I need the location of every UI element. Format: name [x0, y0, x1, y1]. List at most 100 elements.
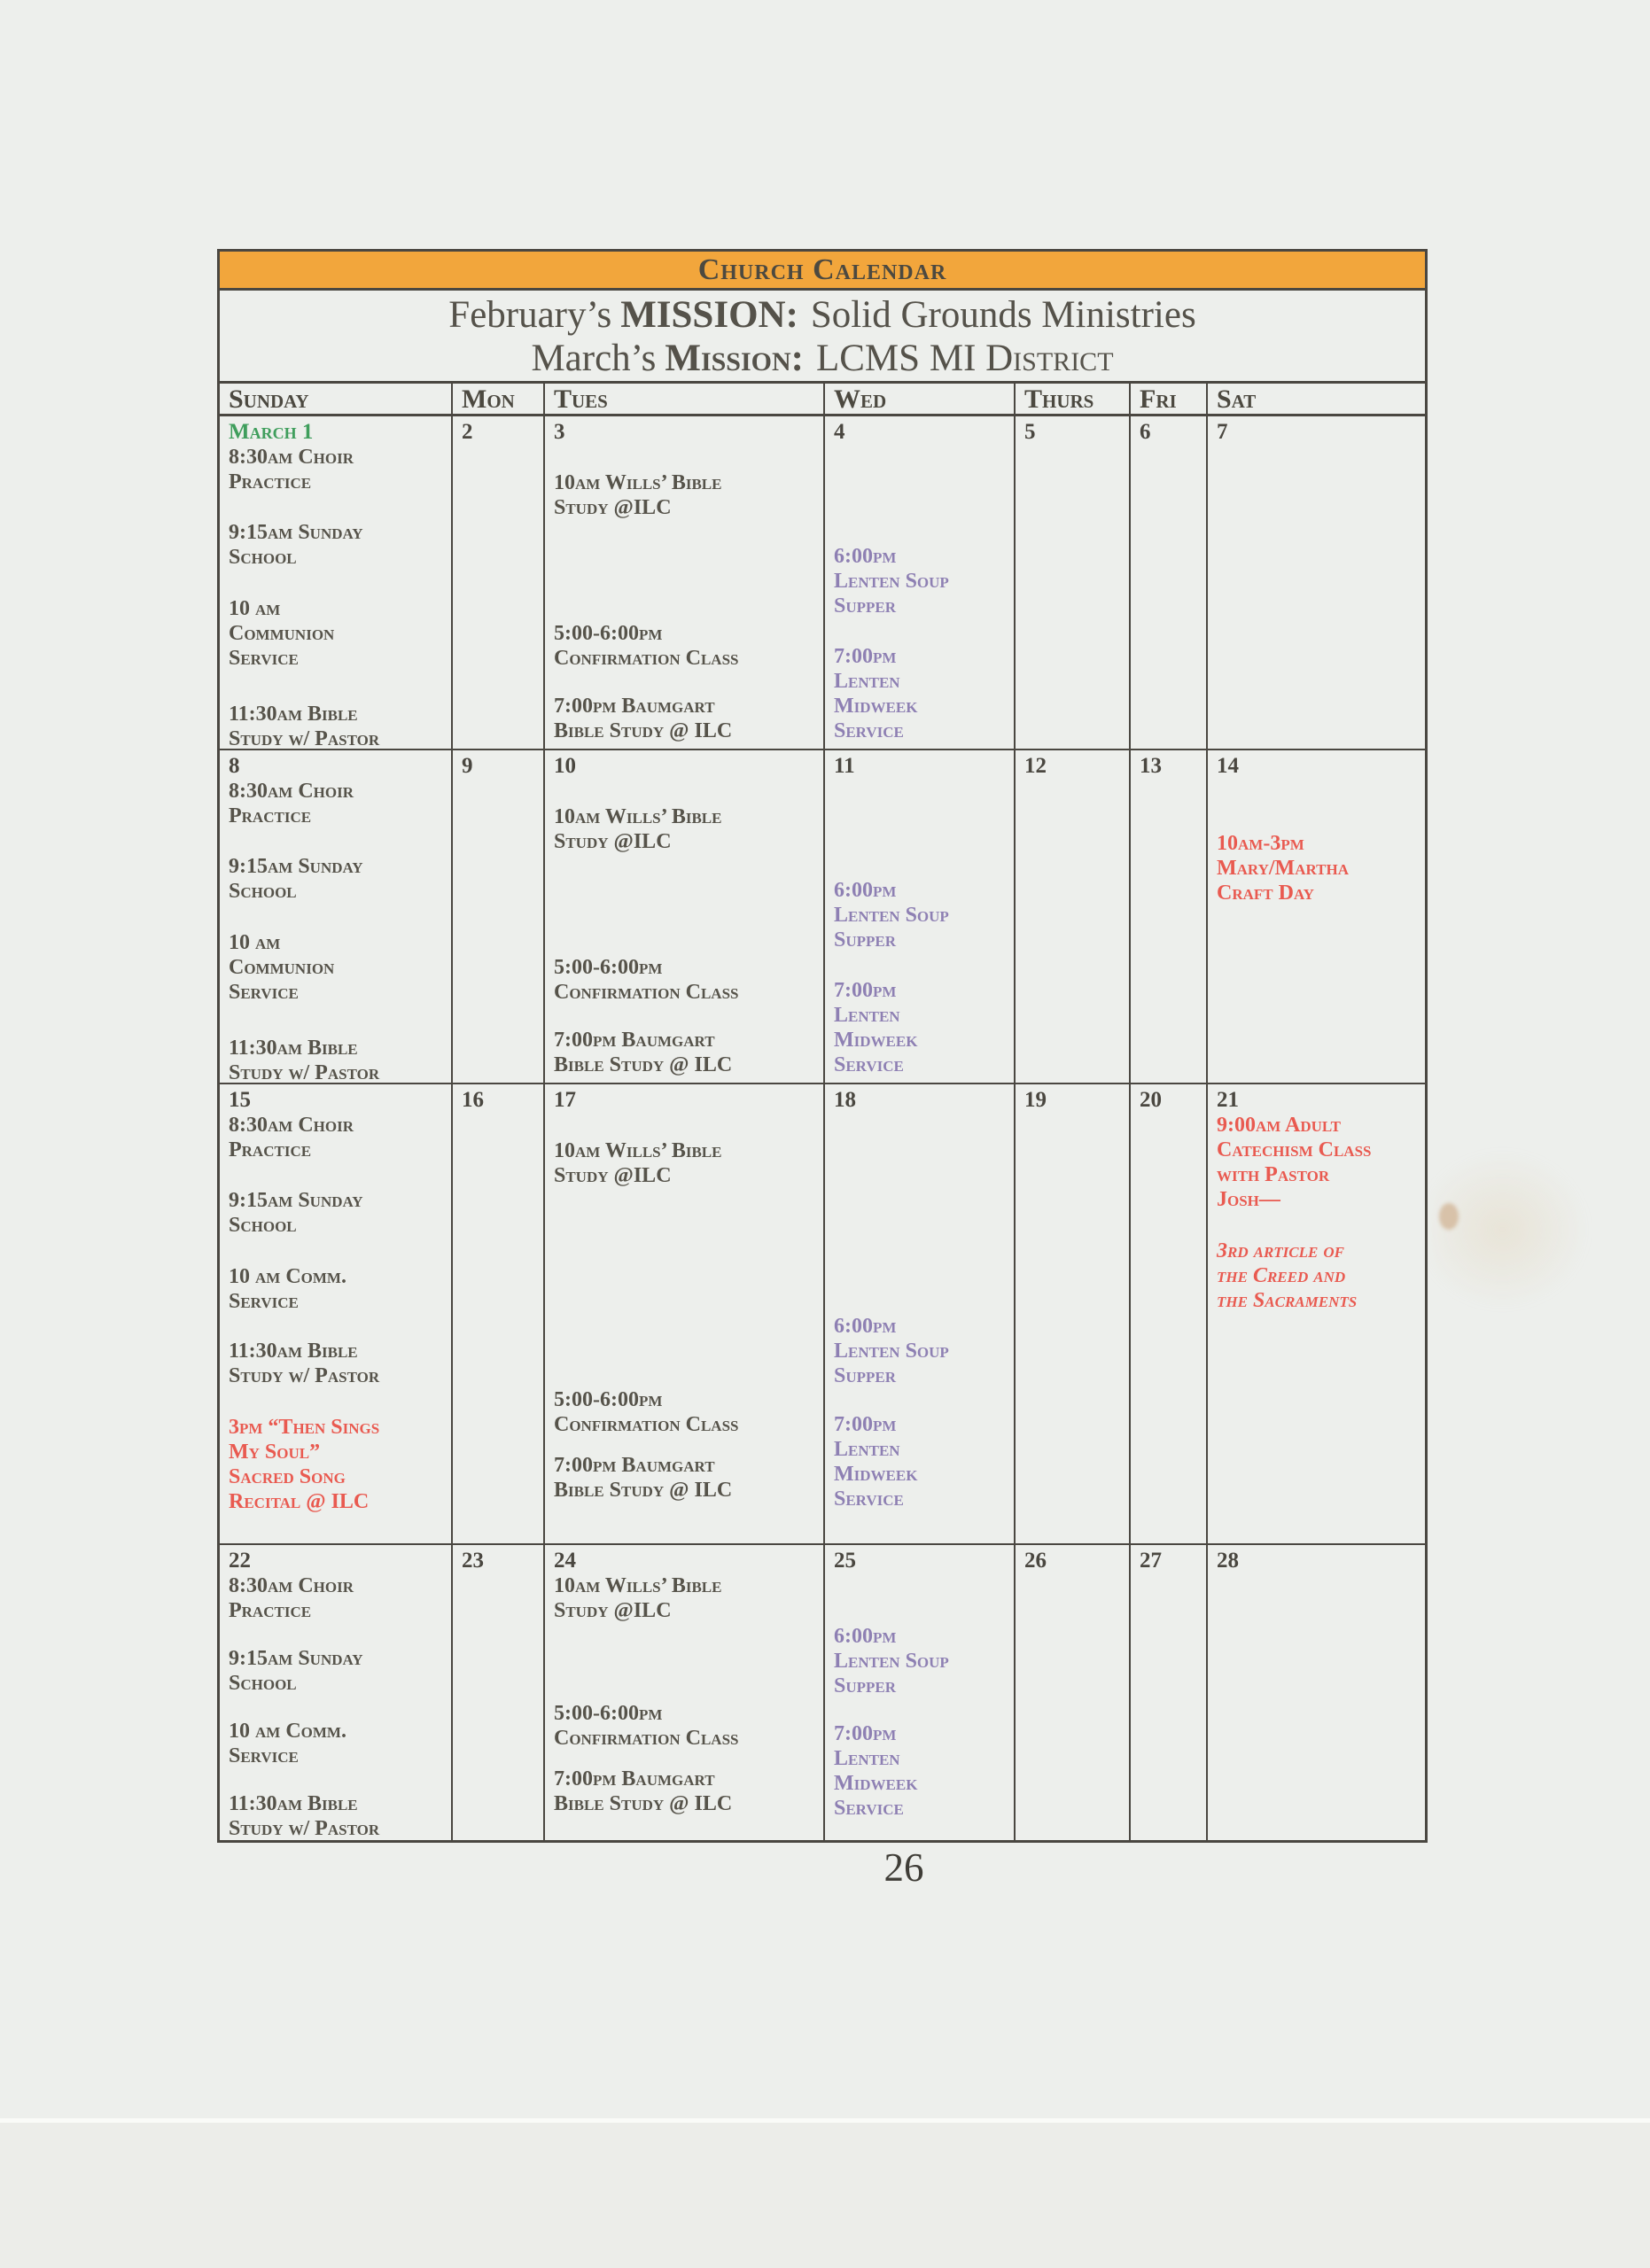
day-number: 25: [834, 1549, 856, 1573]
day-cell: 9: [451, 749, 543, 1083]
day-cell: 14 10am-3pm Mary/Martha Craft Day: [1206, 749, 1425, 1083]
day-number: 9: [462, 754, 473, 778]
day-cell: 8 8:30am Choir Practice 9:15am Sunday Scho…: [220, 749, 451, 1083]
day-number: 6: [1140, 420, 1151, 444]
church-calendar: Church Calendar February’s MISSION: Solid …: [217, 249, 1428, 1843]
day-number: 15: [229, 1088, 251, 1112]
day-number: 13: [1140, 754, 1162, 778]
day-cell: 10 10am Wills’ Bible Study @ILC 5:00-6:00p…: [543, 749, 823, 1083]
paper-bottom-edge: [0, 2118, 1650, 2123]
day-cell: 20: [1129, 1083, 1206, 1543]
calendar-event: 7:00pm Baumgart Bible Study @ ILC: [554, 1767, 733, 1815]
day-number: 19: [1024, 1088, 1047, 1112]
calendar-event: 11:30am Bible Study w/ Pastor: [229, 1037, 380, 1083]
day-number: 2: [462, 420, 473, 444]
day-number: 20: [1140, 1088, 1162, 1112]
day-cell: 3 10am Wills’ Bible Study @ILC 5:00-6:00pm…: [543, 416, 823, 749]
calendar-event: 9:00am Adult Catechism Class with Pastor…: [1217, 1114, 1372, 1211]
day-cell: 15 8:30am Choir Practice 9:15am Sunday Sch…: [220, 1083, 451, 1543]
day-header-cell: Sunday: [220, 384, 451, 416]
day-number: 8: [229, 754, 240, 778]
calendar-event: 10 am Communion Service: [229, 597, 335, 670]
calendar-title: Church Calendar: [697, 252, 947, 286]
mission-label: Mission:: [665, 338, 804, 379]
day-number: March 1: [229, 420, 314, 444]
calendar-event: 10am Wills’ Bible Study @ILC: [554, 1139, 722, 1187]
calendar-event: 10 am Comm. Service: [229, 1265, 346, 1313]
day-cell: 19: [1014, 1083, 1129, 1543]
day-number: 17: [554, 1088, 576, 1112]
calendar-event: 9:15am Sunday School: [229, 521, 363, 569]
mission-line-march: March’s Mission: LCMS MI District: [220, 337, 1425, 380]
calendar-event: 7:00pm Lenten Midweek Service: [834, 979, 918, 1076]
day-number: 16: [462, 1088, 484, 1112]
day-cell: 13: [1129, 749, 1206, 1083]
calendar-event: 6:00pm Lenten Soup Supper: [834, 545, 949, 617]
day-number: 24: [554, 1549, 576, 1573]
calendar-event: 10am-3pm Mary/Martha Craft Day: [1217, 832, 1350, 905]
page-number: 26: [883, 1845, 924, 1890]
mission-month: February’s: [448, 294, 612, 336]
day-number: 12: [1024, 754, 1047, 778]
day-cell: 23: [451, 1543, 543, 1840]
scan-spot: [1439, 1203, 1459, 1230]
calendar-event: 11:30am Bible Study w/ Pastor: [229, 703, 380, 749]
calendar-event: 8:30am Choir Practice: [229, 1114, 354, 1161]
mission-value: Solid Grounds Ministries: [810, 294, 1196, 336]
day-cell: 27: [1129, 1543, 1206, 1840]
calendar-event: 7:00pm Baumgart Bible Study @ ILC: [554, 1454, 733, 1502]
day-number: 11: [834, 754, 855, 778]
calendar-event: 10 am Comm. Service: [229, 1720, 346, 1767]
calendar-event: 11:30am Bible Study w/ Pastor: [229, 1340, 380, 1387]
calendar-event: 6:00pm Lenten Soup Supper: [834, 879, 949, 951]
calendar-event: 10 am Communion Service: [229, 931, 335, 1004]
calendar-event: 10am Wills’ Bible Study @ILC: [554, 1574, 722, 1622]
day-header-cell: Tues: [543, 384, 823, 416]
calendar-event: 7:00pm Baumgart Bible Study @ ILC: [554, 695, 733, 742]
day-cell: 25 6:00pm Lenten Soup Supper 7:00pm Lenten…: [823, 1543, 1014, 1840]
day-header-cell: Fri: [1129, 384, 1206, 416]
calendar-event: 11:30am Bible Study w/ Pastor: [229, 1792, 380, 1840]
mission-label: MISSION:: [620, 294, 798, 336]
calendar-event: 9:15am Sunday School: [229, 1647, 363, 1695]
day-cell: 26: [1014, 1543, 1129, 1840]
calendar-event: 8:30am Choir Practice: [229, 446, 354, 493]
day-header-cell: Sat: [1206, 384, 1425, 416]
day-cell: 24 10am Wills’ Bible Study @ILC 5:00-6:00p…: [543, 1543, 823, 1840]
day-header-cell: Wed: [823, 384, 1014, 416]
day-cell: 22 8:30am Choir Practice 9:15am Sunday Sch…: [220, 1543, 451, 1840]
calendar-event: 6:00pm Lenten Soup Supper: [834, 1315, 949, 1387]
mission-section: February’s MISSION: Solid Grounds Ministri…: [220, 291, 1425, 384]
day-number: 4: [834, 420, 845, 444]
day-number: 23: [462, 1549, 484, 1573]
day-cell: 7: [1206, 416, 1425, 749]
day-cell: 18 6:00pm Lenten Soup Supper 7:00pm Lenten…: [823, 1083, 1014, 1543]
day-cell: 17 10am Wills’ Bible Study @ILC 5:00-6:00p…: [543, 1083, 823, 1543]
day-number: 18: [834, 1088, 856, 1112]
scanner-background: [0, 2123, 1650, 2268]
calendar-event: 10am Wills’ Bible Study @ILC: [554, 471, 722, 519]
day-header-cell: Mon: [451, 384, 543, 416]
calendar-event: 7:00pm Lenten Midweek Service: [834, 645, 918, 742]
day-number: 21: [1217, 1088, 1239, 1112]
calendar-event: 7:00pm Lenten Midweek Service: [834, 1413, 918, 1511]
calendar-event: 7:00pm Baumgart Bible Study @ ILC: [554, 1029, 733, 1076]
calendar-event: 9:15am Sunday School: [229, 855, 363, 903]
mission-value: LCMS MI District: [815, 338, 1114, 379]
day-number: 10: [554, 754, 576, 778]
calendar-event: 8:30am Choir Practice: [229, 780, 354, 827]
day-number: 14: [1217, 754, 1239, 778]
day-number: 26: [1024, 1549, 1047, 1573]
day-cell: March 1 8:30am Choir Practice 9:15am Sunda…: [220, 416, 451, 749]
day-cell: 2: [451, 416, 543, 749]
calendar-event: 7:00pm Lenten Midweek Service: [834, 1722, 918, 1820]
mission-line-february: February’s MISSION: Solid Grounds Ministri…: [220, 293, 1425, 337]
scan-smudge: [1431, 1143, 1635, 1391]
day-number: 5: [1024, 420, 1036, 444]
day-cell: 5: [1014, 416, 1129, 749]
day-header-cell: Thurs: [1014, 384, 1129, 416]
calendar-banner: Church Calendar: [220, 252, 1425, 291]
day-cell: 16: [451, 1083, 543, 1543]
calendar-event: 6:00pm Lenten Soup Supper: [834, 1625, 949, 1697]
day-number: 22: [229, 1549, 251, 1573]
